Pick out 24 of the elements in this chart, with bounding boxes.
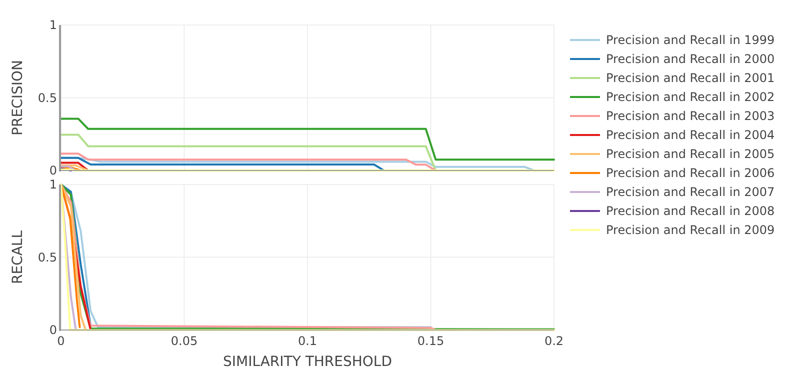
- x-tick-label: 0.1: [298, 334, 318, 348]
- y-axis-title: RECALL: [10, 230, 26, 284]
- legend-label: Precision and Recall in 2001: [606, 71, 775, 86]
- y-tick-label: 0.5: [38, 90, 57, 105]
- legend-label: Precision and Recall in 2002: [606, 90, 775, 104]
- legend-label: Precision and Recall in 2003: [606, 109, 775, 124]
- x-tick-label: 0.2: [544, 334, 564, 348]
- y-tick-label: 1: [49, 178, 57, 192]
- y-tick-label: 0.5: [38, 250, 57, 264]
- y-axis-title: PRECISION: [10, 60, 26, 136]
- x-tick-label: 0.15: [417, 334, 444, 348]
- legend-label: Precision and Recall in 2007: [606, 185, 775, 200]
- legend-label: Precision and Recall in 2005: [606, 147, 775, 162]
- x-tick-label: 0.05: [170, 334, 198, 348]
- y-tick-label: 0: [49, 323, 57, 338]
- y-tick-label: 0: [49, 164, 57, 178]
- legend-label: Precision and Recall in 2000: [606, 52, 775, 66]
- legend-label: Precision and Recall in 2008: [606, 204, 775, 218]
- legend-label: Precision and Recall in 1999: [606, 33, 775, 48]
- legend-label: Precision and Recall in 2004: [606, 128, 775, 142]
- legend-label: Precision and Recall in 2006: [606, 166, 775, 180]
- y-tick-label: 1: [49, 18, 57, 32]
- x-axis-title: SIMILARITY THRESHOLD: [223, 354, 392, 370]
- legend-label: Precision and Recall in 2009: [606, 223, 775, 238]
